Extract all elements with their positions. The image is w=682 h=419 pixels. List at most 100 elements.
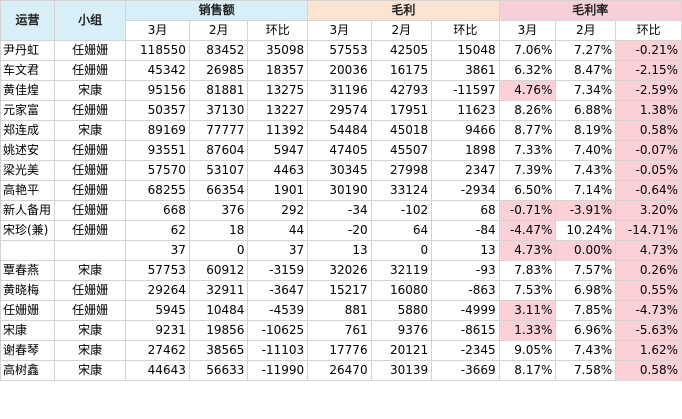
cell-profit-mom: -3669 bbox=[431, 360, 500, 381]
cell-sales-mar: 118550 bbox=[125, 40, 190, 61]
cell-sales-mom: -11103 bbox=[247, 340, 309, 361]
cell-sales-feb: 53107 bbox=[188, 160, 249, 181]
cell-sales-feb: 10484 bbox=[188, 300, 249, 321]
cell-operator: 尹丹虹 bbox=[0, 40, 56, 61]
cell-profit-mom: -11597 bbox=[431, 80, 500, 101]
table-row: 任姗姗 任姗姗 5945 10484 -4539 881 5880 -4999 3.11% 7.8… bbox=[0, 300, 682, 321]
cell-profit-mom: 3861 bbox=[431, 60, 500, 81]
cell-sales-feb: 26985 bbox=[188, 60, 249, 81]
header-margin: 毛利率 bbox=[498, 0, 682, 21]
cell-profit-mom: 68 bbox=[431, 200, 500, 221]
cell-margin-feb: 7.58% bbox=[555, 360, 617, 381]
cell-group: 任姗姗 bbox=[54, 140, 127, 161]
cell-sales-mom: -10625 bbox=[247, 320, 309, 341]
cell-margin-mar: 7.53% bbox=[498, 280, 557, 301]
cell-group: 任姗姗 bbox=[54, 280, 127, 301]
cell-margin-feb: 10.24% bbox=[555, 220, 617, 241]
cell-profit-feb: 42793 bbox=[370, 80, 433, 101]
cell-sales-feb: 77777 bbox=[188, 120, 249, 141]
cell-group: 宋康 bbox=[54, 120, 127, 141]
cell-sales-mom: -3159 bbox=[247, 260, 309, 281]
cell-sales-feb: 0 bbox=[188, 240, 249, 261]
subheader-profit-feb: 2月 bbox=[370, 20, 433, 41]
cell-group: 任姗姗 bbox=[54, 220, 127, 241]
subheader-profit-mar: 3月 bbox=[307, 20, 372, 41]
cell-margin-mar: 6.32% bbox=[498, 60, 557, 81]
subheader-margin-mom: 环比 bbox=[615, 20, 682, 41]
cell-sales-mar: 68255 bbox=[125, 180, 190, 201]
table-row: 郑连成 宋康 89169 77777 11392 54484 45018 9466 8.77% 8… bbox=[0, 120, 682, 141]
cell-sales-mom: -4539 bbox=[247, 300, 309, 321]
cell-sales-mar: 50357 bbox=[125, 100, 190, 121]
cell-margin-mar: 7.39% bbox=[498, 160, 557, 181]
cell-profit-feb: 45018 bbox=[370, 120, 433, 141]
cell-sales-mar: 44643 bbox=[125, 360, 190, 381]
cell-sales-mom: 5947 bbox=[247, 140, 309, 161]
cell-margin-mar: 8.17% bbox=[498, 360, 557, 381]
table-row: 37 0 37 13 0 13 4.73% 0.00% 4.73% bbox=[0, 240, 682, 261]
cell-profit-mom: 11623 bbox=[431, 100, 500, 121]
cell-profit-mom: -863 bbox=[431, 280, 500, 301]
table-row: 新人备用 任姗姗 668 376 292 -34 -102 68 -0.71% -3.91% 3.2… bbox=[0, 200, 682, 221]
cell-operator: 任姗姗 bbox=[0, 300, 56, 321]
cell-profit-feb: 27998 bbox=[370, 160, 433, 181]
cell-sales-mom: 11392 bbox=[247, 120, 309, 141]
cell-sales-feb: 18 bbox=[188, 220, 249, 241]
cell-sales-mom: 13275 bbox=[247, 80, 309, 101]
cell-margin-feb: 7.85% bbox=[555, 300, 617, 321]
cell-profit-mar: 881 bbox=[307, 300, 372, 321]
cell-margin-feb: 7.27% bbox=[555, 40, 617, 61]
cell-profit-mom: -8615 bbox=[431, 320, 500, 341]
cell-group: 宋康 bbox=[54, 260, 127, 281]
cell-profit-mar: 30190 bbox=[307, 180, 372, 201]
cell-group: 宋康 bbox=[54, 320, 127, 341]
cell-profit-feb: 16175 bbox=[370, 60, 433, 81]
table-row: 黄晓梅 任姗姗 29264 32911 -3647 15217 16080 -863 7.53%… bbox=[0, 280, 682, 301]
cell-sales-mom: 18357 bbox=[247, 60, 309, 81]
cell-margin-feb: 0.00% bbox=[555, 240, 617, 261]
cell-operator: 高树鑫 bbox=[0, 360, 56, 381]
cell-profit-mar: 47405 bbox=[307, 140, 372, 161]
cell-margin-mom: 4.73% bbox=[615, 240, 682, 261]
cell-margin-feb: 7.57% bbox=[555, 260, 617, 281]
cell-margin-mar: -0.71% bbox=[498, 200, 557, 221]
cell-margin-mom: 0.55% bbox=[615, 280, 682, 301]
cell-profit-mom: 13 bbox=[431, 240, 500, 261]
cell-margin-feb: 7.43% bbox=[555, 160, 617, 181]
cell-profit-feb: 20121 bbox=[370, 340, 433, 361]
table-row: 谢春琴 宋康 27462 38565 -11103 17776 20121 -2345 9.05… bbox=[0, 340, 682, 361]
cell-margin-mom: 1.38% bbox=[615, 100, 682, 121]
cell-sales-feb: 81881 bbox=[188, 80, 249, 101]
cell-profit-mar: 17776 bbox=[307, 340, 372, 361]
header-profit: 毛利 bbox=[307, 0, 500, 21]
cell-margin-mom: 1.62% bbox=[615, 340, 682, 361]
cell-profit-mar: 13 bbox=[307, 240, 372, 261]
cell-margin-mar: 8.77% bbox=[498, 120, 557, 141]
cell-sales-mar: 29264 bbox=[125, 280, 190, 301]
cell-profit-feb: 0 bbox=[370, 240, 433, 261]
cell-margin-mom: -4.73% bbox=[615, 300, 682, 321]
cell-profit-mom: 1898 bbox=[431, 140, 500, 161]
cell-sales-mar: 5945 bbox=[125, 300, 190, 321]
cell-profit-mom: -2934 bbox=[431, 180, 500, 201]
cell-sales-mom: -11990 bbox=[247, 360, 309, 381]
sales-table: 运营 小组 销售额 毛利 毛利率 3月 2月 环比 3月 2月 环比 3月 2月… bbox=[0, 0, 682, 381]
cell-margin-mar: -4.47% bbox=[498, 220, 557, 241]
cell-operator: 覃春燕 bbox=[0, 260, 56, 281]
cell-profit-feb: 16080 bbox=[370, 280, 433, 301]
table-row: 覃春燕 宋康 57753 60912 -3159 32026 32119 -93 7.83% 7.… bbox=[0, 260, 682, 281]
cell-profit-mar: 32026 bbox=[307, 260, 372, 281]
cell-profit-mar: 26470 bbox=[307, 360, 372, 381]
cell-margin-feb: 6.98% bbox=[555, 280, 617, 301]
cell-operator: 姚述安 bbox=[0, 140, 56, 161]
cell-group: 任姗姗 bbox=[54, 100, 127, 121]
table-row: 宋康 宋康 9231 19856 -10625 761 9376 -8615 1.33% 6.96… bbox=[0, 320, 682, 341]
table-row: 梁光美 任姗姗 57570 53107 4463 30345 27998 2347 7.39% 7… bbox=[0, 160, 682, 181]
cell-profit-feb: 42505 bbox=[370, 40, 433, 61]
cell-sales-mar: 37 bbox=[125, 240, 190, 261]
cell-sales-mom: 292 bbox=[247, 200, 309, 221]
cell-operator: 车文君 bbox=[0, 60, 56, 81]
cell-sales-feb: 83452 bbox=[188, 40, 249, 61]
cell-margin-feb: 7.14% bbox=[555, 180, 617, 201]
cell-operator: 黄佳煌 bbox=[0, 80, 56, 101]
